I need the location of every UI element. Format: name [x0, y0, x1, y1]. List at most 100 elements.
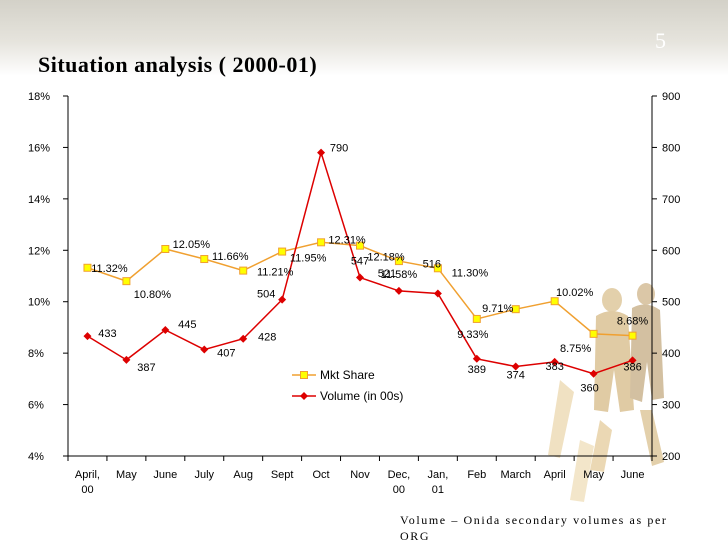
volume-marker — [472, 354, 481, 363]
mkt-share-marker — [394, 257, 403, 266]
legend-mkt-share-marker — [300, 371, 308, 379]
mkt-share-data-label: 11.58% — [381, 269, 418, 281]
volume-data-label: 521 — [378, 268, 396, 280]
volume-data-label: 433 — [98, 328, 116, 340]
right-tick-label: 200 — [662, 451, 680, 463]
volume-marker — [278, 295, 287, 304]
x-tick-label: April — [544, 469, 566, 481]
x-tick-label: March — [500, 469, 531, 481]
left-tick-label: 16% — [28, 142, 50, 154]
mkt-share-marker — [550, 297, 559, 306]
volume-data-label: 428 — [258, 332, 276, 344]
mkt-share-marker — [589, 329, 598, 338]
mkt-share-marker — [200, 255, 209, 264]
volume-data-label: 374 — [507, 370, 525, 382]
right-tick-label: 400 — [662, 348, 680, 360]
legend-volume-marker — [300, 392, 308, 400]
mkt-share-data-label: 9.33% — [457, 329, 488, 341]
mkt-share-data-label: 11.95% — [290, 253, 327, 265]
x-tick-label: May — [116, 469, 137, 481]
right-tick-label: 800 — [662, 142, 680, 154]
volume-data-label: 389 — [468, 364, 486, 376]
volume-marker — [356, 273, 364, 282]
left-tick-label: 6% — [28, 400, 44, 412]
x-tick-label: Dec, 00 — [388, 469, 411, 496]
volume-marker — [628, 356, 637, 365]
volume-data-label: 790 — [330, 143, 348, 155]
right-tick-label: 600 — [662, 245, 680, 257]
data-labels: 11.32% 10.80% 12.05%11.66% 11.21% 11.95%12.3… — [91, 143, 648, 395]
mkt-share-data-label: 10.02% — [556, 287, 594, 299]
volume-data-label: 383 — [545, 361, 563, 373]
title-band — [0, 0, 728, 76]
volume-marker — [161, 326, 170, 334]
volume-marker — [433, 289, 442, 298]
mkt-share-data-label: 12.31% — [328, 234, 366, 246]
x-tick-label: April, 00 — [75, 469, 100, 496]
mkt-share-marker — [239, 266, 248, 275]
left-tick-label: 10% — [28, 297, 50, 309]
mkt-share-marker — [317, 238, 326, 247]
legend-volume-label: Volume (in 00s) — [320, 389, 403, 403]
volume-data-label: 445 — [178, 319, 196, 331]
left-tick-label: 8% — [28, 348, 44, 360]
x-tick-label: Oct — [313, 469, 330, 481]
mkt-share-marker — [511, 305, 520, 314]
mkt-share-marker — [356, 241, 364, 250]
x-tick-label: Nov — [350, 469, 370, 481]
mkt-share-data-label: 9.71% — [482, 303, 513, 315]
legend-mkt-share-label: Mkt Share — [320, 368, 375, 382]
volume-data-label: 387 — [137, 362, 155, 374]
mkt-share-marker — [83, 263, 92, 272]
x-tick-label: June — [153, 469, 177, 481]
volume-data-label: 547 — [351, 256, 369, 268]
volume-marker — [550, 357, 559, 366]
x-tick-label: Sept — [271, 469, 294, 481]
mkt-share-marker — [433, 264, 442, 273]
mkt-share-marker — [122, 277, 131, 286]
right-tick-label: 500 — [662, 297, 680, 309]
mkt-share-data-label: 11.66% — [212, 251, 249, 263]
series-markers — [83, 148, 637, 378]
mkt-share-data-label: 11.32% — [91, 263, 128, 275]
volume-data-label: 504 — [257, 289, 275, 301]
volume-marker — [317, 148, 326, 157]
volume-marker — [511, 362, 520, 371]
mkt-share-marker — [472, 314, 481, 323]
volume-data-label: 516 — [423, 258, 441, 270]
x-tick-label: June — [621, 469, 645, 481]
mkt-share-data-label: 8.68% — [617, 316, 648, 328]
x-tick-label: Jan, 01 — [427, 469, 448, 496]
right-tick-label: 300 — [662, 400, 680, 412]
mkt-share-data-label: 12.05% — [173, 239, 211, 251]
volume-data-label: 360 — [580, 383, 598, 395]
x-tick-label: May — [583, 469, 604, 481]
volume-data-label: 407 — [217, 348, 235, 360]
chart-legend: Mkt Share Volume (in 00s) — [292, 368, 403, 403]
mkt-share-marker — [278, 247, 287, 256]
x-tick-label: Aug — [233, 469, 253, 481]
volume-marker — [589, 369, 598, 378]
left-tick-label: 18% — [28, 91, 50, 103]
chart-axes: 4% 6% 8% 10% 12% 14% 16% 18% 200 300 400 500 600 700 8… — [28, 91, 680, 496]
volume-marker — [200, 345, 209, 354]
mkt-share-marker — [628, 331, 637, 340]
x-tick-label: July — [194, 469, 214, 481]
footnote: Volume – Onida secondary volumes as per … — [400, 513, 668, 543]
left-tick-label: 12% — [28, 245, 50, 257]
right-tick-label: 700 — [662, 194, 680, 206]
mkt-share-data-label: 8.75% — [560, 343, 591, 355]
volume-marker — [394, 286, 403, 295]
slide-title: Situation analysis ( 2000-01) — [38, 52, 318, 77]
mkt-share-data-label: 11.21% — [257, 267, 294, 279]
volume-data-label: 386 — [623, 361, 641, 373]
volume-marker — [122, 355, 131, 364]
mkt-share-marker — [161, 245, 170, 253]
mkt-share-data-label: 10.80% — [134, 289, 172, 301]
volume-marker — [83, 332, 92, 341]
mkt-share-data-label: 12.18% — [367, 252, 405, 264]
mkt-share-data-label: 11.30% — [452, 267, 489, 279]
volume-marker — [239, 334, 248, 343]
slide-number: 5 — [655, 28, 666, 53]
